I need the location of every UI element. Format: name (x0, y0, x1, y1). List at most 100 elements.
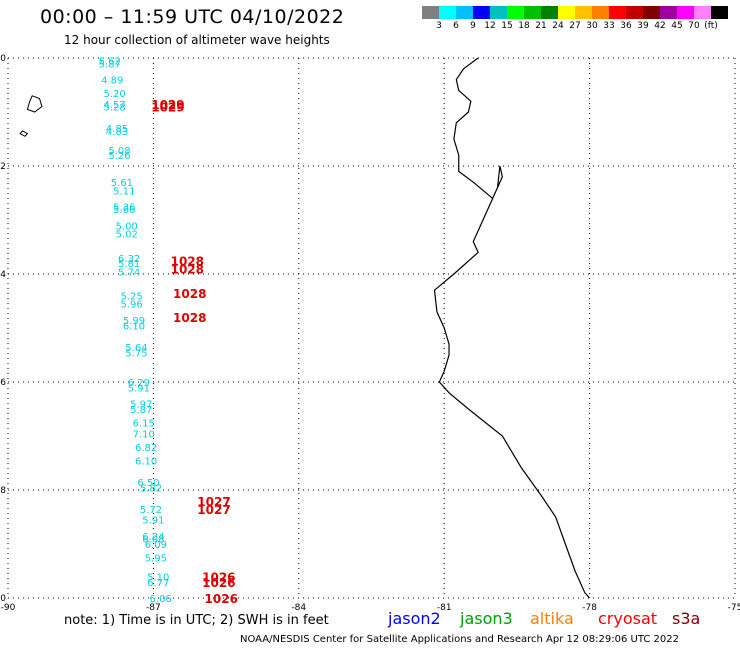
satellite-label: cryosat (598, 609, 658, 628)
legend-swatch (575, 6, 592, 19)
legend-swatch (592, 6, 609, 19)
legend-label: 6 (453, 21, 459, 31)
wave-height-value: 4.83 (106, 127, 128, 138)
wave-height-value: 5.36 (113, 203, 135, 214)
wave-height-value: 5.81 (118, 259, 140, 270)
color-legend (422, 6, 728, 19)
legend-swatch (524, 6, 541, 19)
y-tick-label: -6 (0, 378, 6, 388)
wave-height-value: 5.74 (118, 267, 140, 278)
wave-height-value: 6.10 (123, 321, 145, 332)
legend-label: 33 (603, 21, 615, 31)
pressure-value: 1027 (197, 503, 230, 517)
wave-height-value: 6.15 (133, 419, 155, 430)
legend-label: 18 (518, 21, 530, 31)
wave-height-value: 5.20 (103, 89, 125, 100)
wave-height-value: 5.25 (120, 292, 142, 303)
wave-height-value: 6.29 (128, 378, 150, 389)
legend-label: 30 (586, 21, 598, 31)
y-tick-label: -10 (0, 594, 6, 604)
satellite-label: s3a (672, 609, 701, 628)
wave-height-value: 5.61 (111, 178, 133, 189)
wave-height-value: 5.28 (103, 103, 125, 114)
wave-height-value: 5.97 (130, 400, 152, 411)
x-tick-label: -81 (437, 603, 452, 613)
y-tick-label: -8 (0, 486, 6, 496)
legend-swatch (541, 6, 558, 19)
wave-height-value: 6.08 (142, 535, 164, 546)
legend-swatch (626, 6, 643, 19)
legend-swatch (660, 6, 677, 19)
wave-height-value: 6.06 (150, 594, 172, 605)
pressure-value: 1028 (171, 263, 204, 277)
legend-label: 39 (637, 21, 649, 31)
y-tick-label: -2 (0, 162, 6, 172)
legend-swatch (643, 6, 660, 19)
satellite-label: jason2 (388, 609, 441, 628)
wave-height-value: 5.00 (116, 221, 138, 232)
wave-height-value: 5.08 (108, 146, 130, 157)
legend-swatch (456, 6, 473, 19)
legend-swatch (694, 6, 711, 19)
wave-height-value: 5.91 (142, 516, 164, 527)
pressure-value: 1028 (173, 287, 206, 301)
legend-label: 12 (484, 21, 496, 31)
color-legend-labels: 3 6 9 12 15 18 21 24 27 30 33 36 39 42 45 70 (ft) (422, 21, 740, 33)
pressure-value: 1029 (151, 101, 184, 115)
satellite-label: altika (530, 609, 574, 628)
pressure-value: 1026 (202, 570, 235, 584)
legend-swatch (609, 6, 626, 19)
wave-height-value: 5.91 (128, 383, 150, 394)
wave-height-value: 6.77 (147, 578, 169, 589)
pressure-value: 1029 (151, 98, 184, 112)
wave-height-value: 5.64 (125, 343, 147, 354)
legend-label: 3 (436, 21, 442, 31)
wave-height-value: 5.95 (145, 554, 167, 565)
footer-note: note: 1) Time is in UTC; 2) SWH is in fe… (64, 613, 329, 628)
legend-label: 27 (569, 21, 581, 31)
pressure-value: 1027 (197, 495, 230, 509)
coastline (433, 57, 591, 599)
wave-height-value: 5.11 (113, 186, 135, 197)
wave-height-value: 6.09 (145, 540, 167, 551)
wave-height-value: 5.10 (147, 572, 169, 583)
pressure-value: 1026 (202, 576, 235, 590)
legend-swatch (677, 6, 694, 19)
wave-height-value: 6.50 (137, 478, 159, 489)
wave-height-value: 5.26 (108, 151, 130, 162)
wave-height-value: 7.10 (133, 429, 155, 440)
legend-label: 24 (552, 21, 564, 31)
pressure-value: 1026 (205, 592, 238, 606)
y-tick-label: 0 (0, 54, 6, 64)
wave-height-value: 4.85 (106, 124, 128, 135)
wave-height-value: 5.75 (125, 348, 147, 359)
satellite-label: jason3 (460, 609, 513, 628)
legend-swatch (422, 6, 439, 19)
wave-height-value: 5.87 (130, 405, 152, 416)
legend-label: (ft) (704, 21, 718, 31)
x-tick-label: -78 (582, 603, 597, 613)
legend-label: 42 (654, 21, 666, 31)
wave-height-value: 5.62 (99, 57, 121, 68)
legend-swatch (558, 6, 575, 19)
legend-label: 21 (535, 21, 547, 31)
credit-line: NOAA/NESDIS Center for Satellite Applica… (240, 634, 679, 645)
x-tick-label: -87 (146, 603, 161, 613)
wave-height-value: 6.82 (135, 443, 157, 454)
legend-label: 45 (671, 21, 683, 31)
wave-height-value: 5.82 (140, 483, 162, 494)
wave-height-value: 5.02 (116, 230, 138, 241)
legend-label: 9 (470, 21, 476, 31)
legend-label: 36 (620, 21, 632, 31)
island (19, 130, 29, 137)
pressure-value: 1028 (171, 255, 204, 269)
map-title: 00:00 – 11:59 UTC 04/10/2022 (40, 6, 345, 28)
pressure-value: 1028 (173, 311, 206, 325)
x-tick-label: -90 (1, 603, 16, 613)
wave-height-value: 5.99 (123, 316, 145, 327)
legend-label: 70 (688, 21, 700, 31)
wave-height-value: 6.24 (142, 532, 164, 543)
legend-swatch (439, 6, 456, 19)
wave-height-value: 6.10 (135, 456, 157, 467)
